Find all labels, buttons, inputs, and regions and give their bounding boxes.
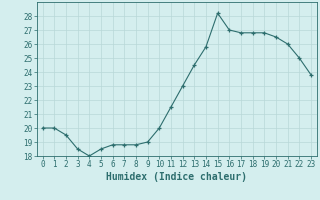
X-axis label: Humidex (Indice chaleur): Humidex (Indice chaleur) <box>106 172 247 182</box>
